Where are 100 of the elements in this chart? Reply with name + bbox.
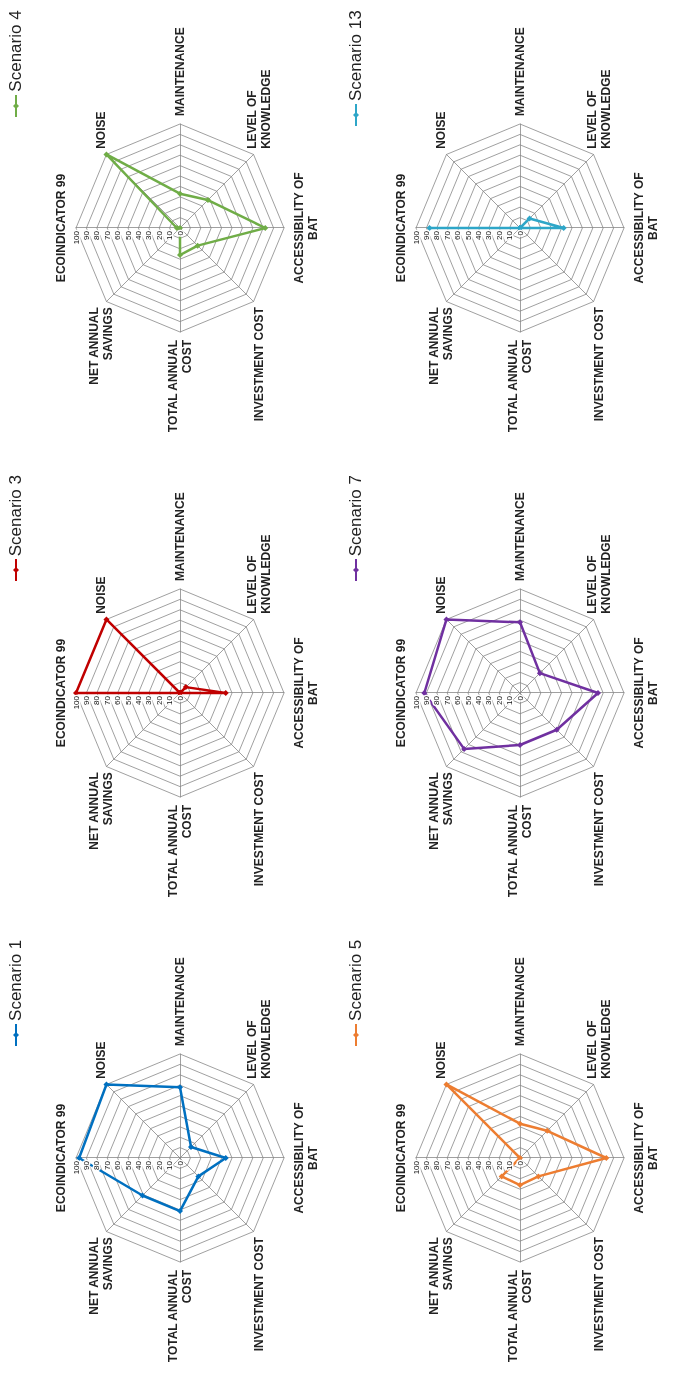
text: Scenario 13 — [346, 10, 366, 102]
y-tick-label: 60 — [113, 1160, 123, 1170]
y-tick-label: 90 — [81, 230, 91, 241]
y-tick-label: 90 — [81, 695, 91, 705]
y-tick-label: 70 — [442, 230, 452, 241]
y-tick-label: 50 — [123, 695, 133, 705]
y-tick-label: 50 — [463, 1160, 473, 1170]
spoke-label: INVESTMENT COST — [592, 1236, 607, 1351]
y-tick-label: 30 — [484, 695, 494, 705]
y-tick-label: 30 — [144, 1160, 154, 1170]
spoke-label: ACCESSIBILITY OF BAT — [632, 637, 660, 749]
spoke-label: NET ANNUAL SAVINGS — [86, 307, 115, 386]
spoke-label: ECOINDICATOR 99 — [54, 173, 68, 283]
y-tick-label: 40 — [473, 695, 483, 705]
spoke-label: ECOINDICATOR 99 — [394, 173, 408, 283]
y-tick-label: 80 — [92, 1160, 102, 1170]
spoke-label: TOTAL ANNUAL COST — [166, 1269, 194, 1362]
y-tick-label: 70 — [102, 230, 112, 241]
y-tick-label: 100 — [71, 695, 81, 710]
spoke-label: NET ANNUAL SAVINGS — [426, 307, 455, 386]
y-tick-label: 80 — [432, 1160, 442, 1170]
spoke-label: ACCESSIBILITY OF BAT — [292, 172, 320, 284]
y-tick-label: 80 — [432, 695, 442, 705]
y-tick-label: 20 — [494, 230, 504, 241]
y-tick-label: 100 — [71, 230, 81, 245]
spoke-label: INVESTMENT COST — [252, 306, 267, 422]
text: Scenario 7 — [346, 475, 366, 557]
y-tick-label: 20 — [154, 1160, 164, 1170]
y-tick-label: 50 — [463, 230, 473, 241]
spoke-label: TOTAL ANNUAL COST — [506, 1269, 534, 1362]
spoke-label: ACCESSIBILITY OF BAT — [632, 1102, 660, 1214]
text: Scenario 5 — [346, 939, 366, 1021]
spoke-label: MAINTENANCE — [173, 492, 187, 582]
spoke-label: ACCESSIBILITY OF BAT — [292, 1102, 320, 1214]
y-tick-label: 80 — [432, 230, 442, 241]
y-tick-label: 50 — [123, 230, 133, 241]
y-tick-label: 40 — [133, 230, 143, 241]
spoke-label: ACCESSIBILITY OF BAT — [632, 172, 660, 284]
y-tick-label: 20 — [494, 695, 504, 705]
y-tick-label: 50 — [123, 1160, 133, 1170]
spoke-label: MAINTENANCE — [173, 957, 187, 1046]
spoke-label: TOTAL ANNUAL COST — [166, 804, 194, 898]
y-tick-label: 30 — [484, 1160, 494, 1170]
spoke-label: NOISE — [433, 1041, 448, 1079]
spoke-label: LEVEL OF KNOWLEDGE — [245, 534, 274, 614]
spoke-label: INVESTMENT COST — [252, 1236, 267, 1351]
y-tick-label: 20 — [154, 695, 164, 705]
y-tick-label: 90 — [81, 1160, 91, 1170]
y-tick-label: 30 — [144, 230, 154, 241]
spoke-label: NET ANNUAL SAVINGS — [86, 1236, 115, 1315]
spoke-label: NOISE — [93, 1041, 108, 1079]
y-tick-label: 40 — [133, 1160, 143, 1170]
spoke-label: INVESTMENT COST — [592, 306, 607, 422]
spoke-label: LEVEL OF KNOWLEDGE — [585, 69, 614, 150]
spoke-label: LEVEL OF KNOWLEDGE — [585, 999, 614, 1079]
text: Scenario 4 — [6, 10, 26, 92]
y-tick-label: 100 — [411, 1160, 421, 1175]
y-tick-label: 50 — [463, 695, 473, 705]
spoke-label: NOISE — [433, 111, 448, 150]
text: Scenario 3 — [6, 475, 26, 557]
spoke-label: LEVEL OF KNOWLEDGE — [585, 534, 614, 614]
y-tick-label: 90 — [421, 695, 431, 705]
y-tick-label: 40 — [473, 1160, 483, 1170]
y-tick-label: 60 — [113, 230, 123, 241]
spoke-label: MAINTENANCE — [173, 27, 187, 117]
spoke-label: NOISE — [433, 576, 448, 614]
spoke-label: INVESTMENT COST — [252, 771, 267, 887]
spoke-label: NET ANNUAL SAVINGS — [426, 772, 455, 850]
spoke-label: MAINTENANCE — [513, 492, 527, 582]
spoke-label: NOISE — [93, 111, 108, 150]
y-tick-label: 40 — [473, 230, 483, 241]
y-tick-label: 100 — [411, 230, 421, 245]
spoke-label: ECOINDICATOR 99 — [394, 1103, 408, 1212]
spoke-label: MAINTENANCE — [513, 957, 527, 1046]
spoke-label: INVESTMENT COST — [592, 771, 607, 887]
spoke-label: LEVEL OF KNOWLEDGE — [245, 999, 274, 1079]
y-tick-label: 60 — [113, 695, 123, 705]
y-tick-label: 100 — [71, 1160, 81, 1175]
y-tick-label: 20 — [154, 230, 164, 241]
spoke-label: TOTAL ANNUAL COST — [166, 339, 194, 433]
y-tick-label: 60 — [453, 695, 463, 705]
spoke-label: LEVEL OF KNOWLEDGE — [245, 69, 274, 150]
y-tick-label: 70 — [102, 1160, 112, 1170]
y-tick-label: 30 — [484, 230, 494, 241]
y-tick-label: 20 — [494, 1160, 504, 1170]
y-tick-label: 40 — [133, 695, 143, 705]
y-tick-label: 80 — [92, 230, 102, 241]
text: Scenario 1 — [6, 939, 26, 1021]
y-tick-label: 70 — [102, 695, 112, 705]
spoke-label: ACCESSIBILITY OF BAT — [292, 637, 320, 749]
spoke-label: TOTAL ANNUAL COST — [506, 339, 534, 433]
spoke-label: NET ANNUAL SAVINGS — [426, 1236, 455, 1315]
y-tick-label: 60 — [453, 1160, 463, 1170]
y-tick-label: 70 — [442, 1160, 452, 1170]
spoke-label: ECOINDICATOR 99 — [54, 638, 68, 748]
spoke-label: NET ANNUAL SAVINGS — [86, 772, 115, 850]
y-tick-label: 70 — [442, 695, 452, 705]
spoke-label: NOISE — [93, 576, 108, 614]
y-tick-label: 100 — [411, 695, 421, 710]
y-tick-label: 90 — [421, 1160, 431, 1170]
